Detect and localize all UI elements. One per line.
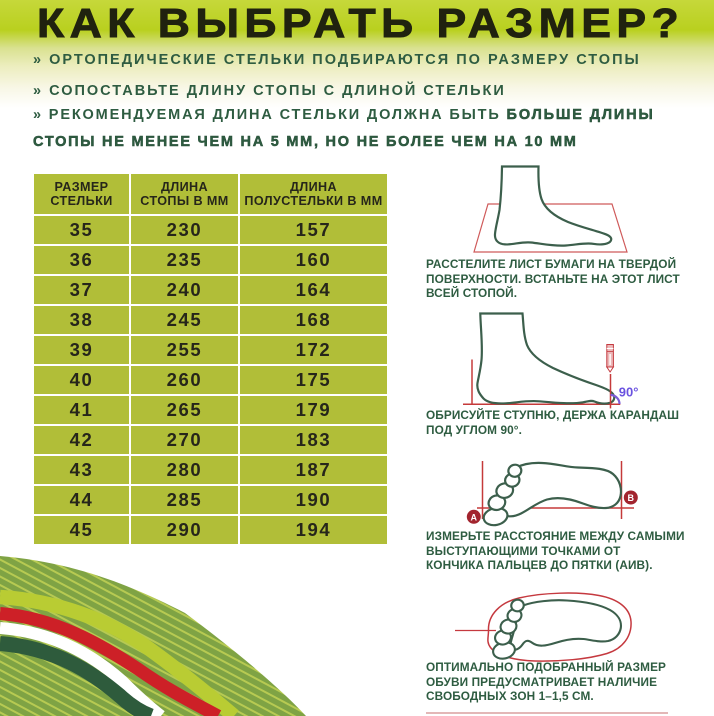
svg-text:90°: 90° [619,385,639,400]
svg-text:A: A [471,512,478,522]
svg-text:B: B [628,493,635,503]
